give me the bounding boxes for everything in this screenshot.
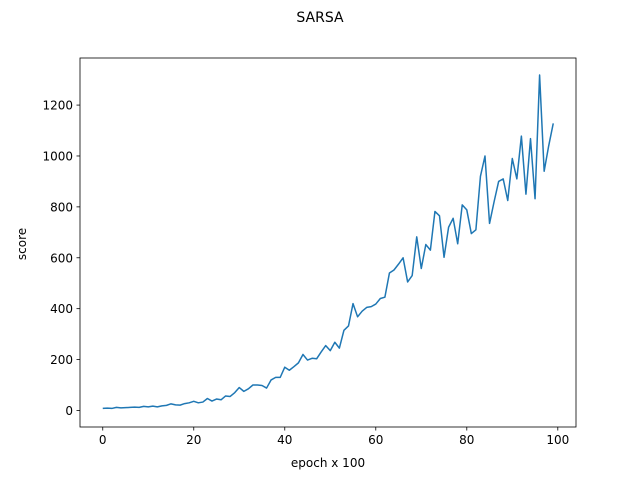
x-tick-label: 60 [368, 433, 383, 447]
y-tick-label: 400 [50, 302, 73, 316]
y-tick-label: 1000 [42, 149, 73, 163]
x-tick-label: 20 [186, 433, 201, 447]
y-tick-label: 0 [65, 404, 73, 418]
x-tick-label: 80 [459, 433, 474, 447]
chart-title: SARSA [296, 10, 344, 26]
y-tick-label: 800 [50, 200, 73, 214]
y-axis-label: score [15, 228, 29, 260]
y-tick-label: 600 [50, 251, 73, 265]
x-axis-label: epoch x 100 [291, 456, 365, 470]
x-tick-label: 40 [277, 433, 292, 447]
y-tick-label: 200 [50, 353, 73, 367]
series-line [102, 74, 554, 410]
x-tick-label: 100 [546, 433, 569, 447]
x-tick-label: 0 [99, 433, 107, 447]
plot-frame [79, 57, 577, 428]
y-tick-label: 1200 [42, 99, 73, 113]
